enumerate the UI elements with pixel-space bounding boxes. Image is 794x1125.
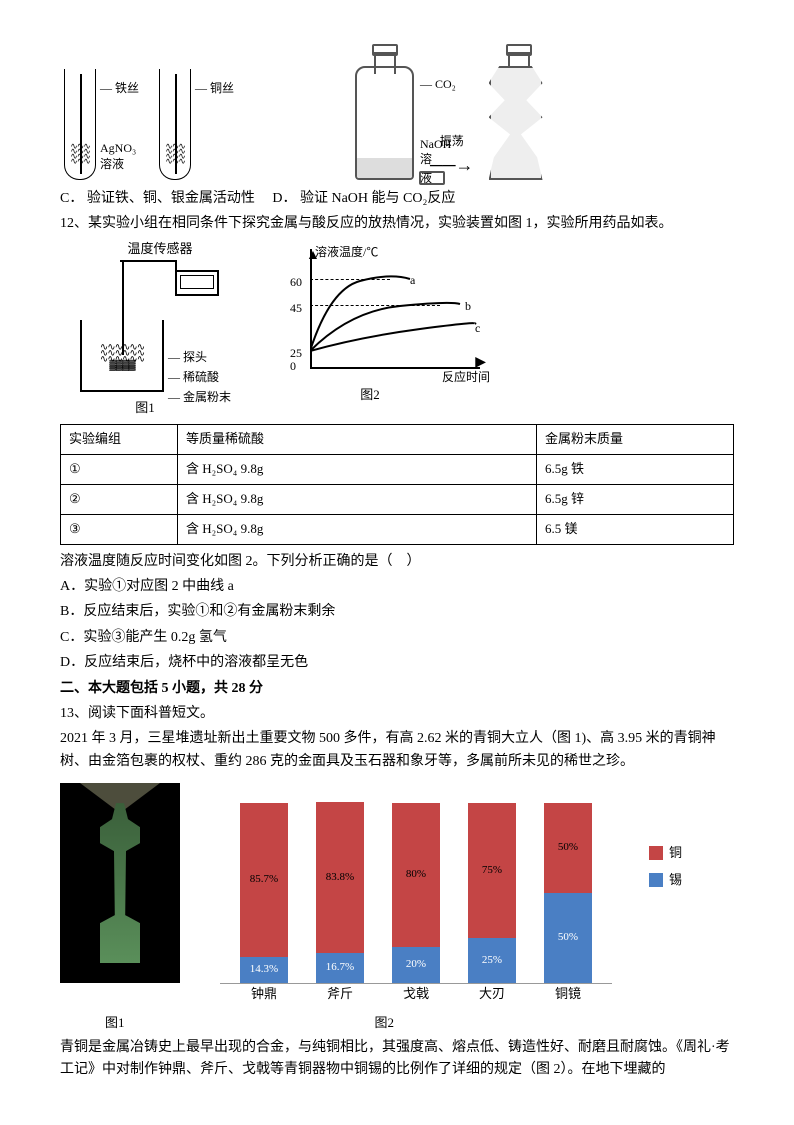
bar-label: 大刃 xyxy=(468,984,516,1005)
q12-stem: 12、某实验小组在相同条件下探究金属与酸反应的放热情况，实验装置如图 1，实验所… xyxy=(60,213,734,235)
sol-label: NaOH xyxy=(420,137,451,151)
q13-para1: 2021 年 3 月，三星堆遗址新出土重要文物 500 多件，有高 2.62 米… xyxy=(60,728,734,773)
table-row: ③含 H₂SO₄ 9.8g6.5 镁 xyxy=(61,514,734,544)
bar-copper: 50% xyxy=(544,803,592,893)
table-header: 金属粉末质量 xyxy=(537,425,734,455)
bar-group: 83.8%16.7%斧斤 xyxy=(316,802,364,983)
table-header: 实验编组 xyxy=(61,425,178,455)
bronze-chart: 85.7%14.3%钟鼎 83.8%16.7%斧斤 80%20%戈戟 75%25%大刃… xyxy=(220,783,612,984)
sensor-box-icon xyxy=(175,270,219,296)
acid-label: 稀硫酸 xyxy=(183,370,219,384)
table-row: ②含 H₂SO₄ 9.8g6.5g 锌 xyxy=(61,484,734,514)
legend-copper: 铜 xyxy=(669,843,682,864)
bar-copper: 83.8% xyxy=(316,802,364,953)
q13-para2: 青铜是金属冶铸史上最早出现的合金，与纯铜相比，其强度高、熔点低、铸造性好、耐磨且… xyxy=(60,1037,734,1082)
metal-label: 金属粉末 xyxy=(183,390,231,404)
bar-tin: 14.3% xyxy=(240,957,288,983)
chart-legend: 铜 锡 xyxy=(649,843,682,897)
solution-label2: 溶液 xyxy=(100,157,124,171)
experiment-table: 实验编组 等质量稀硫酸 金属粉末质量 ①含 H₂SO₄ 9.8g6.5g 铁 ②… xyxy=(60,424,734,544)
table-row: ①含 H₂SO₄ 9.8g6.5g 铁 xyxy=(61,455,734,485)
bar-label: 戈戟 xyxy=(392,984,440,1005)
bar-group: 50%50%铜镜 xyxy=(544,803,592,983)
device-figure: 温度传感器 ∿∿∿∿∿∿∿∿∿∿∿∿∿∿∿∿∿∿▓▓▓▓ — 探头 — 稀硫酸 … xyxy=(60,239,230,419)
q12-post: 溶液温度随反应时间变化如图 2。下列分析正确的是（ ） xyxy=(60,551,734,573)
bar-group: 75%25%大刃 xyxy=(468,803,516,983)
bar-tin: 25% xyxy=(468,938,516,983)
graph-figure: 溶液温度/℃ 60 45 25 0 a b c 反应时间 ▲ ▶ 图2 xyxy=(260,239,480,406)
bar-tin: 20% xyxy=(392,947,440,983)
bar-label: 钟鼎 xyxy=(240,984,288,1005)
diagram-c: ∿∿∿∿∿∿∿∿∿∿∿∿ — 铁丝 AgNO₃ 溶液 ∿∿∿∿∿∿∿∿∿∿∿∿ … xyxy=(60,69,195,180)
curves-icon xyxy=(310,249,480,369)
wire-label: 铁丝 xyxy=(115,81,139,95)
tick-45: 45 xyxy=(290,299,302,318)
bar-group: 85.7%14.3%钟鼎 xyxy=(240,803,288,983)
fig1-label: 图1 xyxy=(105,1013,125,1034)
q12-opt-a: A．实验①对应图 2 中曲线 a xyxy=(60,576,734,598)
bar-label: 斧斤 xyxy=(316,984,364,1005)
bar-copper: 80% xyxy=(392,803,440,947)
bar-tin: 16.7% xyxy=(316,953,364,983)
statue-photo xyxy=(60,783,180,983)
bar-group: 80%20%戈戟 xyxy=(392,803,440,983)
diagram-d: — CO₂ NaOH 溶液 振荡 ──→ xyxy=(355,40,549,180)
fig2-label: 图2 xyxy=(375,1013,395,1034)
bar-copper: 75% xyxy=(468,803,516,938)
gas-label: CO₂ xyxy=(435,77,456,91)
curve-a: a xyxy=(410,271,415,290)
sensor-label: 温度传感器 xyxy=(90,239,230,260)
curve-b: b xyxy=(465,297,471,316)
probe-label: 探头 xyxy=(183,350,207,364)
q12-opt-d: D．反应结束后，烧杯中的溶液都呈无色 xyxy=(60,652,734,674)
table-header: 等质量稀硫酸 xyxy=(178,425,537,455)
option-diagrams: ∿∿∿∿∿∿∿∿∿∿∿∿ — 铁丝 AgNO₃ 溶液 ∿∿∿∿∿∿∿∿∿∿∿∿ … xyxy=(60,40,734,180)
q13-intro: 13、阅读下面科普短文。 xyxy=(60,703,734,725)
tick-0: 0 xyxy=(290,357,296,376)
option-line-cd: C． 验证铁、铜、银金属活动性 D． 验证 NaOH 能与 CO₂反应 xyxy=(60,188,734,210)
fig2-label: 图2 xyxy=(260,385,480,406)
bar-copper: 85.7% xyxy=(240,803,288,957)
q12-opt-c: C．实验③能产生 0.2g 氢气 xyxy=(60,627,734,649)
section-2-title: 二、本大题包括 5 小题，共 28 分 xyxy=(60,678,734,700)
figure-labels-row: 图1 图2 xyxy=(60,1013,734,1034)
curve-c: c xyxy=(475,319,480,338)
q12-opt-b: B．反应结束后，实验①和②有金属粉末剩余 xyxy=(60,601,734,623)
bar-tin: 50% xyxy=(544,893,592,983)
legend-tin: 锡 xyxy=(669,870,682,891)
bar-label: 铜镜 xyxy=(544,984,592,1005)
tick-60: 60 xyxy=(290,273,302,292)
solution-label: AgNO₃ xyxy=(100,141,136,155)
wire-label: 铜丝 xyxy=(210,81,234,95)
